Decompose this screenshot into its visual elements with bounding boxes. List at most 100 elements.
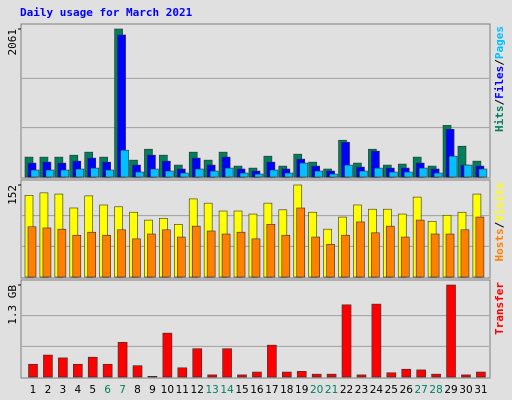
bar: [341, 234, 350, 278]
bar: [27, 226, 37, 278]
legend-entry: Transfer: [493, 282, 506, 335]
bar: [386, 372, 397, 378]
bar: [326, 244, 335, 278]
bar: [386, 225, 395, 278]
bar: [180, 172, 189, 178]
bar: [147, 375, 158, 378]
bar: [28, 363, 38, 378]
x-tick-label: 3: [60, 384, 67, 396]
bar: [341, 304, 352, 378]
bar: [132, 365, 143, 378]
y-tick-label: 2061: [6, 29, 19, 56]
bar: [267, 344, 277, 378]
bar: [117, 229, 126, 278]
bar: [254, 173, 264, 178]
x-tick-label: 23: [355, 384, 368, 396]
bar: [239, 172, 249, 178]
plot-area: [20, 279, 491, 379]
bar: [224, 167, 234, 178]
y-tick-label: 152: [6, 185, 19, 205]
bar: [478, 168, 488, 178]
bar: [45, 169, 55, 178]
bar: [222, 348, 232, 378]
bar: [87, 231, 97, 278]
bar: [359, 170, 368, 178]
bar: [326, 373, 337, 378]
bar: [430, 233, 440, 278]
bar: [251, 238, 261, 278]
bar: [460, 229, 470, 278]
x-tick-label: 9: [149, 384, 156, 396]
x-tick-label: 15: [235, 384, 248, 396]
bar: [448, 155, 458, 178]
legend-entry: Visits: [493, 182, 506, 222]
bar: [162, 229, 171, 278]
x-tick-label: 20: [310, 384, 323, 396]
x-tick-label: 22: [340, 384, 353, 396]
bar: [209, 170, 219, 178]
bar: [266, 224, 276, 278]
x-tick-label: 26: [400, 384, 414, 396]
bar: [191, 225, 201, 278]
legend-entry: Files: [493, 66, 506, 99]
bar: [177, 367, 188, 378]
bar: [75, 168, 85, 178]
bar: [446, 284, 456, 378]
plot-area: [20, 23, 491, 179]
legend-separator: /: [493, 59, 506, 66]
bar: [269, 169, 279, 178]
x-tick-label: 7: [119, 384, 126, 396]
x-tick-label: 13: [205, 384, 218, 396]
bar: [311, 236, 320, 278]
legend-entry: Hits: [493, 106, 506, 133]
bar: [371, 303, 382, 378]
bar: [135, 171, 144, 178]
bar: [356, 374, 367, 378]
bar: [403, 171, 413, 178]
bar: [356, 221, 365, 278]
bar: [475, 216, 485, 278]
x-tick-label: 2: [45, 384, 52, 396]
legend-separator: /: [493, 99, 506, 106]
bar: [30, 169, 40, 178]
x-tick-label: 1: [30, 384, 37, 396]
legend-separator: /: [493, 221, 506, 228]
x-tick-label: 10: [161, 384, 174, 396]
bar: [57, 228, 67, 278]
bar: [400, 236, 410, 278]
bar: [237, 374, 247, 378]
x-tick-label: 11: [176, 384, 189, 396]
bar: [147, 233, 156, 278]
x-tick-label: 31: [474, 384, 487, 396]
bar: [389, 171, 398, 178]
bar: [102, 234, 111, 278]
bar: [132, 238, 141, 278]
y-tick-label: 1.3 GB: [6, 285, 19, 325]
bar: [236, 231, 246, 278]
bar: [463, 164, 473, 178]
bar: [177, 236, 186, 278]
x-tick-label: 27: [414, 384, 427, 396]
x-tick-label: 25: [385, 384, 398, 396]
bar: [433, 172, 443, 178]
bar: [207, 374, 217, 378]
bar: [461, 374, 471, 378]
bar: [284, 172, 294, 178]
x-tick-label: 8: [134, 384, 141, 396]
x-tick-label: 30: [459, 384, 472, 396]
bar: [371, 232, 380, 278]
bar: [72, 234, 82, 278]
bar: [431, 373, 441, 378]
bar: [206, 230, 216, 278]
bar: [416, 369, 426, 378]
bar: [296, 371, 307, 378]
x-tick-label: 28: [429, 384, 442, 396]
legend: Hosts/Visits: [493, 182, 506, 262]
x-tick-label: 17: [265, 384, 278, 396]
x-tick-label: 19: [295, 384, 308, 396]
bar: [445, 233, 455, 278]
bar: [311, 373, 322, 378]
bar: [281, 234, 291, 278]
